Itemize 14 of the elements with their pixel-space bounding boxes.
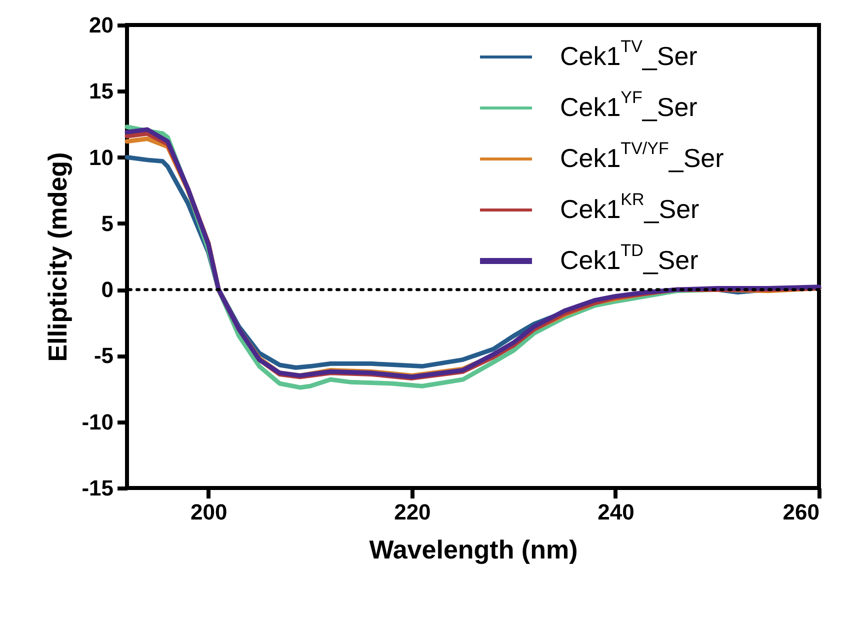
y-tick-label: 0: [101, 277, 114, 302]
x-tick-label: 260: [782, 500, 820, 524]
y-tick-label: 15: [89, 78, 114, 104]
x-tick-label: 220: [394, 500, 431, 524]
y-tick-label: -10: [82, 409, 114, 434]
y-tick-label: 20: [89, 12, 114, 38]
x-axis-title: Wavelength (nm): [369, 534, 578, 564]
y-tick-label: 5: [101, 210, 114, 236]
y-tick-label: 10: [89, 144, 114, 170]
y-axis-title: Ellipticity (mdeg): [42, 152, 73, 362]
y-tick-label: -15: [82, 476, 114, 500]
y-tick-label: -5: [94, 343, 114, 368]
x-tick-label: 200: [190, 500, 228, 524]
x-tick-label: 240: [598, 500, 634, 524]
